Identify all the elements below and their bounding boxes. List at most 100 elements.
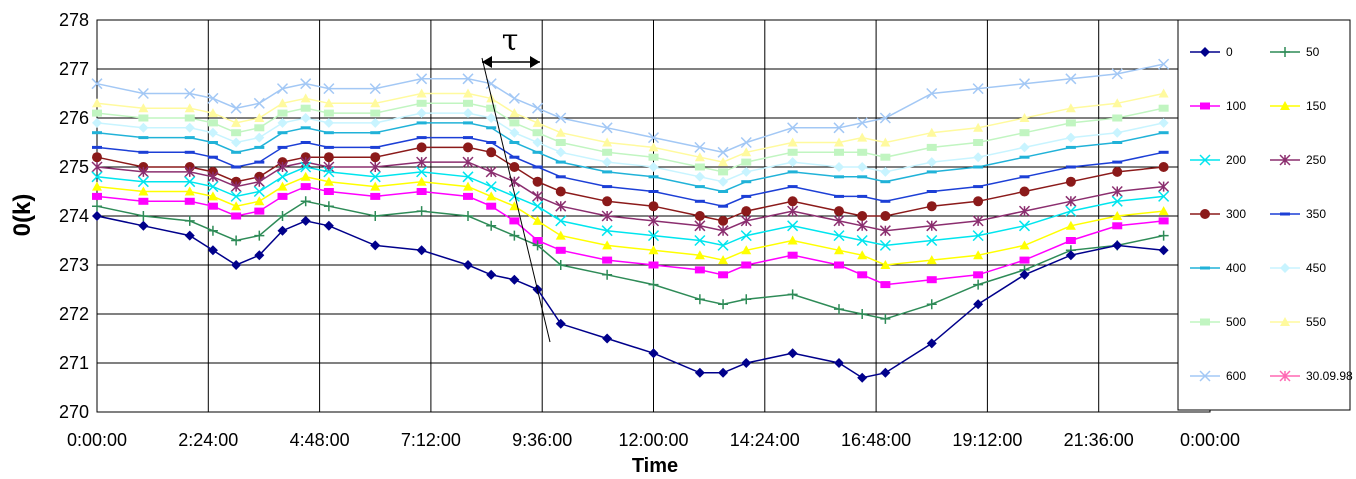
data-point <box>856 220 868 232</box>
data-point <box>718 271 729 279</box>
data-point <box>694 141 706 153</box>
data-point <box>486 126 497 130</box>
data-point <box>509 201 520 211</box>
data-point <box>717 239 729 251</box>
data-point <box>532 165 543 169</box>
data-point <box>231 212 242 220</box>
data-point <box>926 87 938 100</box>
data-point <box>926 234 938 247</box>
data-point <box>92 201 102 212</box>
data-point <box>1065 165 1076 169</box>
data-point <box>231 129 242 137</box>
data-point <box>1019 175 1030 179</box>
legend-label: 50 <box>1306 45 1320 59</box>
data-point <box>926 143 937 151</box>
data-point <box>1065 220 1076 230</box>
series-150 <box>92 171 1169 269</box>
data-point <box>370 240 381 251</box>
data-point <box>555 112 567 124</box>
data-point <box>486 147 497 158</box>
data-point <box>230 190 242 202</box>
data-point <box>1158 150 1169 154</box>
data-point <box>1065 237 1076 244</box>
data-point <box>1065 103 1076 113</box>
data-point <box>277 211 288 221</box>
data-point <box>1158 88 1169 98</box>
data-point <box>1065 176 1076 187</box>
data-point <box>787 348 798 359</box>
legend-marker <box>1199 154 1211 166</box>
data-point <box>323 131 334 135</box>
data-point <box>787 220 799 232</box>
data-point <box>1158 245 1169 256</box>
data-point <box>648 245 659 255</box>
data-point <box>184 87 196 100</box>
data-point <box>91 171 103 183</box>
data-point <box>972 215 984 227</box>
data-point <box>277 131 288 135</box>
data-point <box>834 206 844 217</box>
data-point <box>138 150 149 154</box>
data-point <box>370 145 381 149</box>
data-point <box>926 220 938 232</box>
data-point <box>463 192 473 200</box>
data-point <box>137 87 149 100</box>
data-point <box>416 73 428 85</box>
data-point <box>532 176 543 187</box>
data-point <box>694 250 705 260</box>
data-point <box>323 166 335 178</box>
data-point <box>1158 230 1169 241</box>
data-point <box>1065 195 1077 207</box>
data-point <box>1019 155 1030 159</box>
data-point <box>718 367 729 378</box>
data-point <box>602 185 613 189</box>
data-point <box>416 188 427 195</box>
data-point <box>1112 141 1123 144</box>
data-point <box>184 197 195 205</box>
data-point <box>323 109 334 117</box>
data-point <box>485 181 497 193</box>
data-point <box>370 192 381 200</box>
legend-item: 550 <box>1270 315 1326 329</box>
data-point <box>694 266 705 274</box>
data-point <box>184 176 196 188</box>
data-point <box>718 190 729 193</box>
data-point <box>486 220 497 231</box>
x-tick-label: 19:12:00 <box>952 430 1022 450</box>
data-point <box>184 166 196 178</box>
data-point <box>300 78 312 90</box>
data-point <box>1019 142 1030 153</box>
data-point <box>207 171 219 183</box>
data-point <box>718 204 729 208</box>
data-point <box>231 150 242 154</box>
data-point <box>833 215 845 227</box>
data-point <box>602 196 613 207</box>
data-point <box>926 127 937 137</box>
data-point <box>972 83 984 95</box>
data-point <box>1065 119 1076 127</box>
data-point <box>857 372 868 383</box>
data-point <box>323 83 335 95</box>
data-point <box>926 190 937 193</box>
data-point <box>323 117 334 128</box>
data-point <box>300 156 312 168</box>
data-point <box>880 166 891 177</box>
data-point <box>1065 132 1076 143</box>
data-point <box>463 136 473 140</box>
series-500 <box>92 99 1169 176</box>
data-point <box>462 156 474 168</box>
tau-annotation: τ <box>481 23 551 343</box>
data-point <box>1112 222 1123 230</box>
x-tick-label: 0:00:00 <box>1180 430 1240 450</box>
series-450 <box>92 108 1169 187</box>
data-point <box>532 137 543 148</box>
legend-label: 250 <box>1306 153 1326 167</box>
data-point <box>1158 131 1169 135</box>
data-point <box>532 215 543 225</box>
data-point <box>277 225 288 236</box>
data-point <box>880 367 891 378</box>
data-point <box>184 186 195 196</box>
data-point <box>602 170 613 174</box>
x-tick-label: 2:24:00 <box>178 430 238 450</box>
data-point <box>880 199 891 203</box>
